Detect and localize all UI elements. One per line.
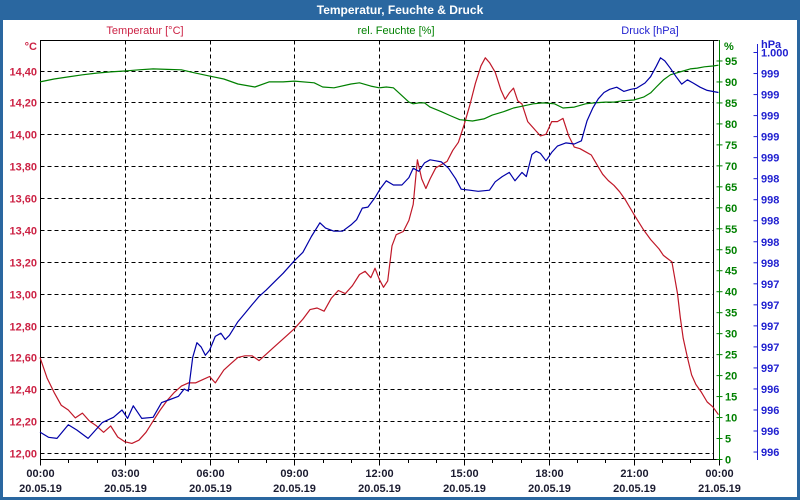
pressure-tick-label: 998 <box>761 216 779 228</box>
series-pressure <box>39 57 719 439</box>
humidity-tick-label: 45 <box>725 266 737 278</box>
humidity-tick-label: 40 <box>725 287 737 299</box>
temperature-tick-label: 12,80 <box>9 322 37 334</box>
temperature-tick-label: 13,40 <box>9 226 37 238</box>
humidity-tick-label: 65 <box>725 182 737 194</box>
pressure-tick-label: 999 <box>761 69 779 81</box>
humidity-tick-label: 90 <box>725 77 737 89</box>
series-humidity <box>39 64 719 122</box>
x-date-label: 20.05.19 <box>358 483 401 495</box>
humidity-tick-label: 35 <box>725 308 737 320</box>
x-date-label: 21.05.19 <box>698 483 741 495</box>
pressure-tick-label: 997 <box>761 342 779 354</box>
title-bar[interactable]: Temperatur, Feuchte & Druck <box>0 0 800 20</box>
humidity-unit-label: % <box>724 41 734 53</box>
x-date-label: 20.05.19 <box>613 483 656 495</box>
pressure-tick-label: 998 <box>761 195 779 207</box>
pressure-tick-label: 996 <box>761 384 779 396</box>
temperature-tick-label: 12,20 <box>9 417 37 429</box>
pressure-tick-label: 997 <box>761 321 779 333</box>
humidity-tick-label: 50 <box>725 245 737 257</box>
pressure-tick-label: 996 <box>761 426 779 438</box>
temperature-tick-label: 13,00 <box>9 290 37 302</box>
pressure-tick-label: 997 <box>761 279 779 291</box>
temperature-tick-label: 14,20 <box>9 98 37 110</box>
x-date-label: 20.05.19 <box>19 483 62 495</box>
humidity-tick-label: 0 <box>725 455 731 467</box>
pressure-tick-label: 998 <box>761 237 779 249</box>
humidity-tick-label: 30 <box>725 329 737 341</box>
pressure-tick-label: 999 <box>761 153 779 165</box>
x-date-label: 20.05.19 <box>104 483 147 495</box>
temperature-tick-label: 13,80 <box>9 162 37 174</box>
chart-plot-area: 14,40 14,20 14,00 13,80 13,60 13,40 13,20 13,00… <box>9 40 789 495</box>
humidity-tick-label: 80 <box>725 119 737 131</box>
x-date-label: 20.05.19 <box>273 483 316 495</box>
humidity-tick-label: 5 <box>725 434 731 446</box>
x-time-label: 18:00 <box>535 468 563 480</box>
series-temperature <box>39 57 719 444</box>
pressure-tick-label: 997 <box>761 363 779 375</box>
x-time-label: 21:00 <box>620 468 648 480</box>
temperature-tick-label: 13,20 <box>9 258 37 270</box>
temperature-tick-label: 12,40 <box>9 385 37 397</box>
x-time-label: 15:00 <box>450 468 478 480</box>
x-time-label: 09:00 <box>280 468 308 480</box>
humidity-tick-label: 75 <box>725 140 737 152</box>
x-time-label: 06:00 <box>196 468 224 480</box>
humidity-tick-label: 70 <box>725 161 737 173</box>
humidity-tick-label: 60 <box>725 203 737 215</box>
legend-pressure: Druck [hPa] <box>621 25 678 37</box>
temperature-unit-label: °C <box>25 41 37 53</box>
pressure-unit-label: hPa <box>761 39 782 51</box>
temperature-tick-label: 12,00 <box>9 449 37 461</box>
pressure-tick-label: 997 <box>761 300 779 312</box>
x-time-label: 00:00 <box>26 468 54 480</box>
humidity-tick-label: 95 <box>725 56 737 68</box>
pressure-tick-label: 998 <box>761 258 779 270</box>
humidity-tick-label: 10 <box>725 413 737 425</box>
pressure-tick-label: 999 <box>761 90 779 102</box>
x-time-label: 12:00 <box>365 468 393 480</box>
x-time-label: 03:00 <box>111 468 139 480</box>
pressure-tick-label: 998 <box>761 174 779 186</box>
x-date-label: 20.05.19 <box>189 483 232 495</box>
pressure-tick-label: 1.000 <box>761 48 789 60</box>
temperature-tick-label: 13,60 <box>9 194 37 206</box>
x-time-label: 00:00 <box>705 468 733 480</box>
temperature-tick-label: 14,40 <box>9 67 37 79</box>
temperature-tick-label: 14,00 <box>9 130 37 142</box>
pressure-tick-label: 999 <box>761 111 779 123</box>
window-title: Temperatur, Feuchte & Druck <box>316 3 484 17</box>
humidity-tick-label: 20 <box>725 371 737 383</box>
legend-humidity: rel. Feuchte [%] <box>357 25 434 37</box>
temperature-tick-label: 12,60 <box>9 353 37 365</box>
humidity-tick-label: 25 <box>725 350 737 362</box>
pressure-tick-label: 996 <box>761 405 779 417</box>
humidity-tick-label: 85 <box>725 98 737 110</box>
legend-temperature: Temperatur [°C] <box>106 25 183 37</box>
x-date-label: 20.05.19 <box>443 483 486 495</box>
pressure-tick-label: 996 <box>761 447 779 459</box>
humidity-tick-label: 15 <box>725 392 737 404</box>
x-date-label: 20.05.19 <box>528 483 571 495</box>
pressure-tick-label: 999 <box>761 132 779 144</box>
humidity-tick-label: 55 <box>725 224 737 236</box>
